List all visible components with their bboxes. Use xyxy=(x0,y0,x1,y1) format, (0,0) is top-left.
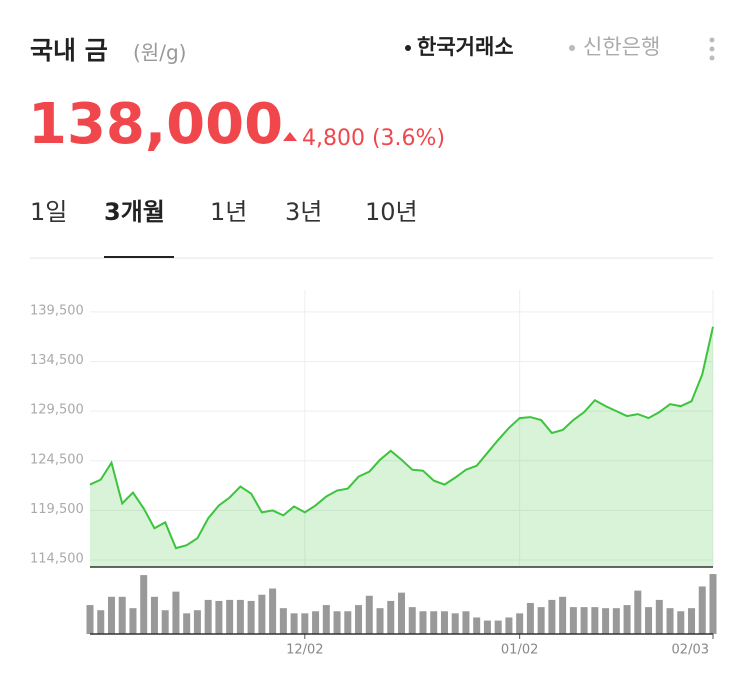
unit: (원/g) xyxy=(133,41,186,65)
period-tab[interactable]: 1년 xyxy=(210,198,247,226)
volume-bar xyxy=(440,611,448,634)
volume-bar xyxy=(505,617,513,634)
volume-bar xyxy=(398,592,405,634)
y-tick-label: 114,500 xyxy=(30,552,84,567)
volume-bar xyxy=(612,608,620,634)
volume-bar xyxy=(462,611,470,634)
volume-bar xyxy=(387,600,395,634)
y-tick-label: 124,500 xyxy=(30,452,84,467)
volume-bar xyxy=(129,608,137,634)
volume-bar xyxy=(559,596,567,634)
period-tab[interactable]: 1일 xyxy=(30,198,67,226)
volume-bar xyxy=(698,586,706,634)
more-menu[interactable] xyxy=(709,37,715,61)
volume-bar xyxy=(688,608,696,634)
volume-bar xyxy=(602,608,610,634)
x-tick-label: 02/03 xyxy=(672,643,709,658)
volume-bar xyxy=(258,594,266,634)
volume-bar xyxy=(677,611,685,634)
volume-bar xyxy=(215,600,223,634)
volume-bar xyxy=(408,607,416,634)
volume-bar xyxy=(97,610,105,634)
y-tick-label: 134,500 xyxy=(30,353,84,368)
title: 국내 금 xyxy=(30,36,108,65)
volume-bar xyxy=(236,599,244,634)
chart: 114,500 119,500 124,500 129,500 134,500 139,5… xyxy=(30,290,717,658)
volume-bar xyxy=(494,620,502,634)
volume-bar xyxy=(150,596,158,634)
volume-bar xyxy=(193,610,201,634)
volume-bar xyxy=(333,611,341,634)
volume-bar xyxy=(140,575,148,634)
volume-bar xyxy=(344,611,352,634)
volume-bar xyxy=(430,611,438,634)
x-tick-label: 01/02 xyxy=(501,643,538,658)
volume-bar xyxy=(645,607,653,634)
bullet xyxy=(405,45,411,51)
area-fill xyxy=(90,326,713,567)
volume-bar xyxy=(483,620,491,634)
volume-bar xyxy=(655,599,663,634)
bullet xyxy=(569,45,575,51)
volume-bar xyxy=(526,603,534,634)
volume-bar xyxy=(322,605,330,634)
volume-bar xyxy=(473,617,481,634)
volume-bar xyxy=(591,607,599,634)
volume-bar xyxy=(161,610,169,634)
volume-bar xyxy=(118,596,126,634)
price: 138,000 xyxy=(28,92,283,157)
volume-bar xyxy=(365,595,373,634)
volume-bar xyxy=(247,600,255,634)
period-tab[interactable]: 10년 xyxy=(365,198,418,226)
volume-bar xyxy=(226,599,234,634)
volume-bar xyxy=(290,613,298,634)
volume-bar xyxy=(419,611,427,634)
volume-bar xyxy=(279,608,287,634)
volume-bar xyxy=(623,605,631,634)
volume-bar xyxy=(204,599,212,634)
y-tick-label: 139,500 xyxy=(30,303,84,318)
volume-bar xyxy=(666,608,674,634)
period-tab[interactable]: 3년 xyxy=(285,198,322,226)
source-tab[interactable]: 신한은행 xyxy=(583,35,660,59)
volume-bar xyxy=(301,613,309,634)
volume-bar xyxy=(86,605,94,634)
volume-bar xyxy=(580,607,588,634)
volume-bar xyxy=(376,608,384,634)
volume-bar xyxy=(269,588,277,634)
volume-bar xyxy=(451,613,459,634)
price-line xyxy=(89,326,714,550)
volume-bar xyxy=(172,591,180,634)
up-arrow xyxy=(283,132,297,141)
volume-bar xyxy=(312,611,320,634)
volume-bar xyxy=(516,613,524,634)
volume-bar xyxy=(537,607,545,634)
x-tick-label: 12/02 xyxy=(286,643,323,658)
volume-bar xyxy=(107,596,115,634)
source-tab[interactable]: 한국거래소 xyxy=(417,35,514,59)
volume-bar xyxy=(709,574,717,634)
volume-bar xyxy=(634,590,642,634)
period-tab[interactable]: 3개월 xyxy=(104,198,165,226)
y-tick-label: 119,500 xyxy=(30,502,84,517)
price-change: 4,800 (3.6%) xyxy=(302,126,445,151)
volume-bar xyxy=(355,605,363,634)
y-tick-label: 129,500 xyxy=(30,403,84,418)
volume-bar xyxy=(183,613,191,634)
volume-bar xyxy=(548,599,556,634)
volume-bar xyxy=(569,607,577,634)
